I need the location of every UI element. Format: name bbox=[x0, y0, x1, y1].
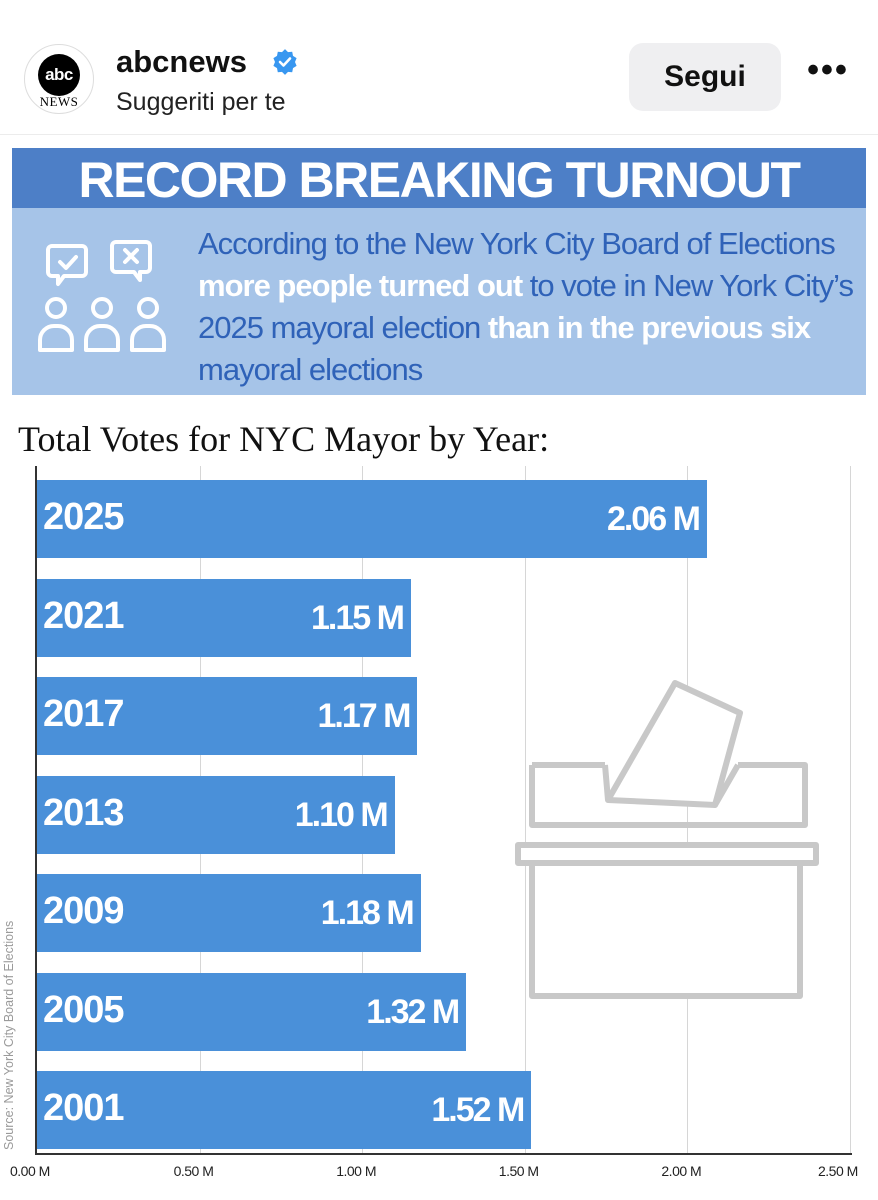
bar-category-label: 2009 bbox=[43, 890, 125, 932]
bar-2005 bbox=[37, 972, 467, 1051]
bar-value-label: 1.10 M bbox=[294, 795, 389, 834]
bar-value-label: 1.52 M bbox=[431, 1091, 525, 1129]
bar-value-label: 1.18 M bbox=[320, 894, 415, 932]
chart-y-axis bbox=[35, 466, 37, 1154]
abc-logo: abc bbox=[38, 54, 80, 96]
header-divider bbox=[0, 134, 878, 135]
banner-title: RECORD BREAKING TURNOUT bbox=[78, 152, 801, 208]
x-tick-label: 2.50 M bbox=[818, 1163, 858, 1179]
banner-text-part: According to the New York City Board of … bbox=[198, 226, 836, 261]
bar-category-label: 2001 bbox=[43, 1087, 125, 1129]
chart-gridline bbox=[687, 466, 689, 1154]
chart-title: Total Votes for NYC Mayor by Year: bbox=[18, 419, 550, 459]
verified-badge-icon bbox=[273, 49, 297, 75]
banner-text-part: to vote in New York City’s 2025 mayoral … bbox=[198, 268, 854, 345]
x-tick-label: 1.00 M bbox=[336, 1163, 376, 1179]
abc-logo-news: NEWS bbox=[39, 94, 79, 109]
chart-source: Source: New York City Board of Elections bbox=[2, 920, 16, 1150]
bar-2017 bbox=[37, 677, 418, 755]
bar-category-label: 2017 bbox=[43, 693, 125, 735]
x-tick-label: 0.50 M bbox=[173, 1163, 214, 1179]
bar-value-label: 1.17 M bbox=[317, 697, 412, 735]
avatar[interactable]: abc NEWS bbox=[24, 44, 94, 114]
banner-text-highlight: than in the previous six bbox=[487, 310, 811, 345]
bar-2021 bbox=[37, 578, 411, 657]
banner-text: According to the New York City Board of … bbox=[198, 223, 858, 391]
x-tick-label: 2.00 M bbox=[661, 1163, 702, 1179]
voters-icon bbox=[38, 240, 166, 352]
banner-text-part: mayoral elections bbox=[198, 352, 423, 387]
bar-category-label: 2005 bbox=[43, 988, 125, 1031]
x-tick-label: 1.50 M bbox=[498, 1163, 539, 1179]
banner-text-highlight: more people turned out bbox=[198, 268, 523, 303]
x-tick-label: 0.00 M bbox=[10, 1163, 50, 1179]
banner-title-bar: RECORD BREAKING TURNOUT bbox=[12, 148, 866, 208]
bar-category-label: 2025 bbox=[43, 496, 125, 538]
account-name[interactable]: abcnews bbox=[116, 44, 247, 79]
follow-button[interactable]: Segui bbox=[629, 43, 781, 111]
bar-value-label: 1.32 M bbox=[366, 992, 460, 1031]
bar-2013 bbox=[37, 775, 395, 854]
more-options-icon[interactable]: ••• bbox=[807, 51, 849, 89]
bar-category-label: 2013 bbox=[43, 791, 125, 834]
chart-x-axis bbox=[35, 1153, 852, 1155]
bar-category-label: 2021 bbox=[43, 594, 125, 637]
turnout-banner: RECORD BREAKING TURNOUT According to the… bbox=[12, 148, 866, 395]
post-subtitle: Suggeriti per te bbox=[116, 88, 286, 116]
bar-2009 bbox=[37, 874, 421, 952]
bar-value-label: 2.06 M bbox=[606, 500, 701, 538]
bar-2025 bbox=[37, 480, 707, 558]
bar-2001 bbox=[37, 1071, 532, 1149]
post-header: abc NEWS abcnews Suggeriti per te Segui … bbox=[0, 0, 878, 134]
chart-gridline bbox=[850, 466, 851, 1154]
chart-gridline bbox=[524, 466, 526, 1154]
bar-value-label: 1.15 M bbox=[311, 598, 405, 637]
ballot-box-icon bbox=[515, 680, 819, 999]
